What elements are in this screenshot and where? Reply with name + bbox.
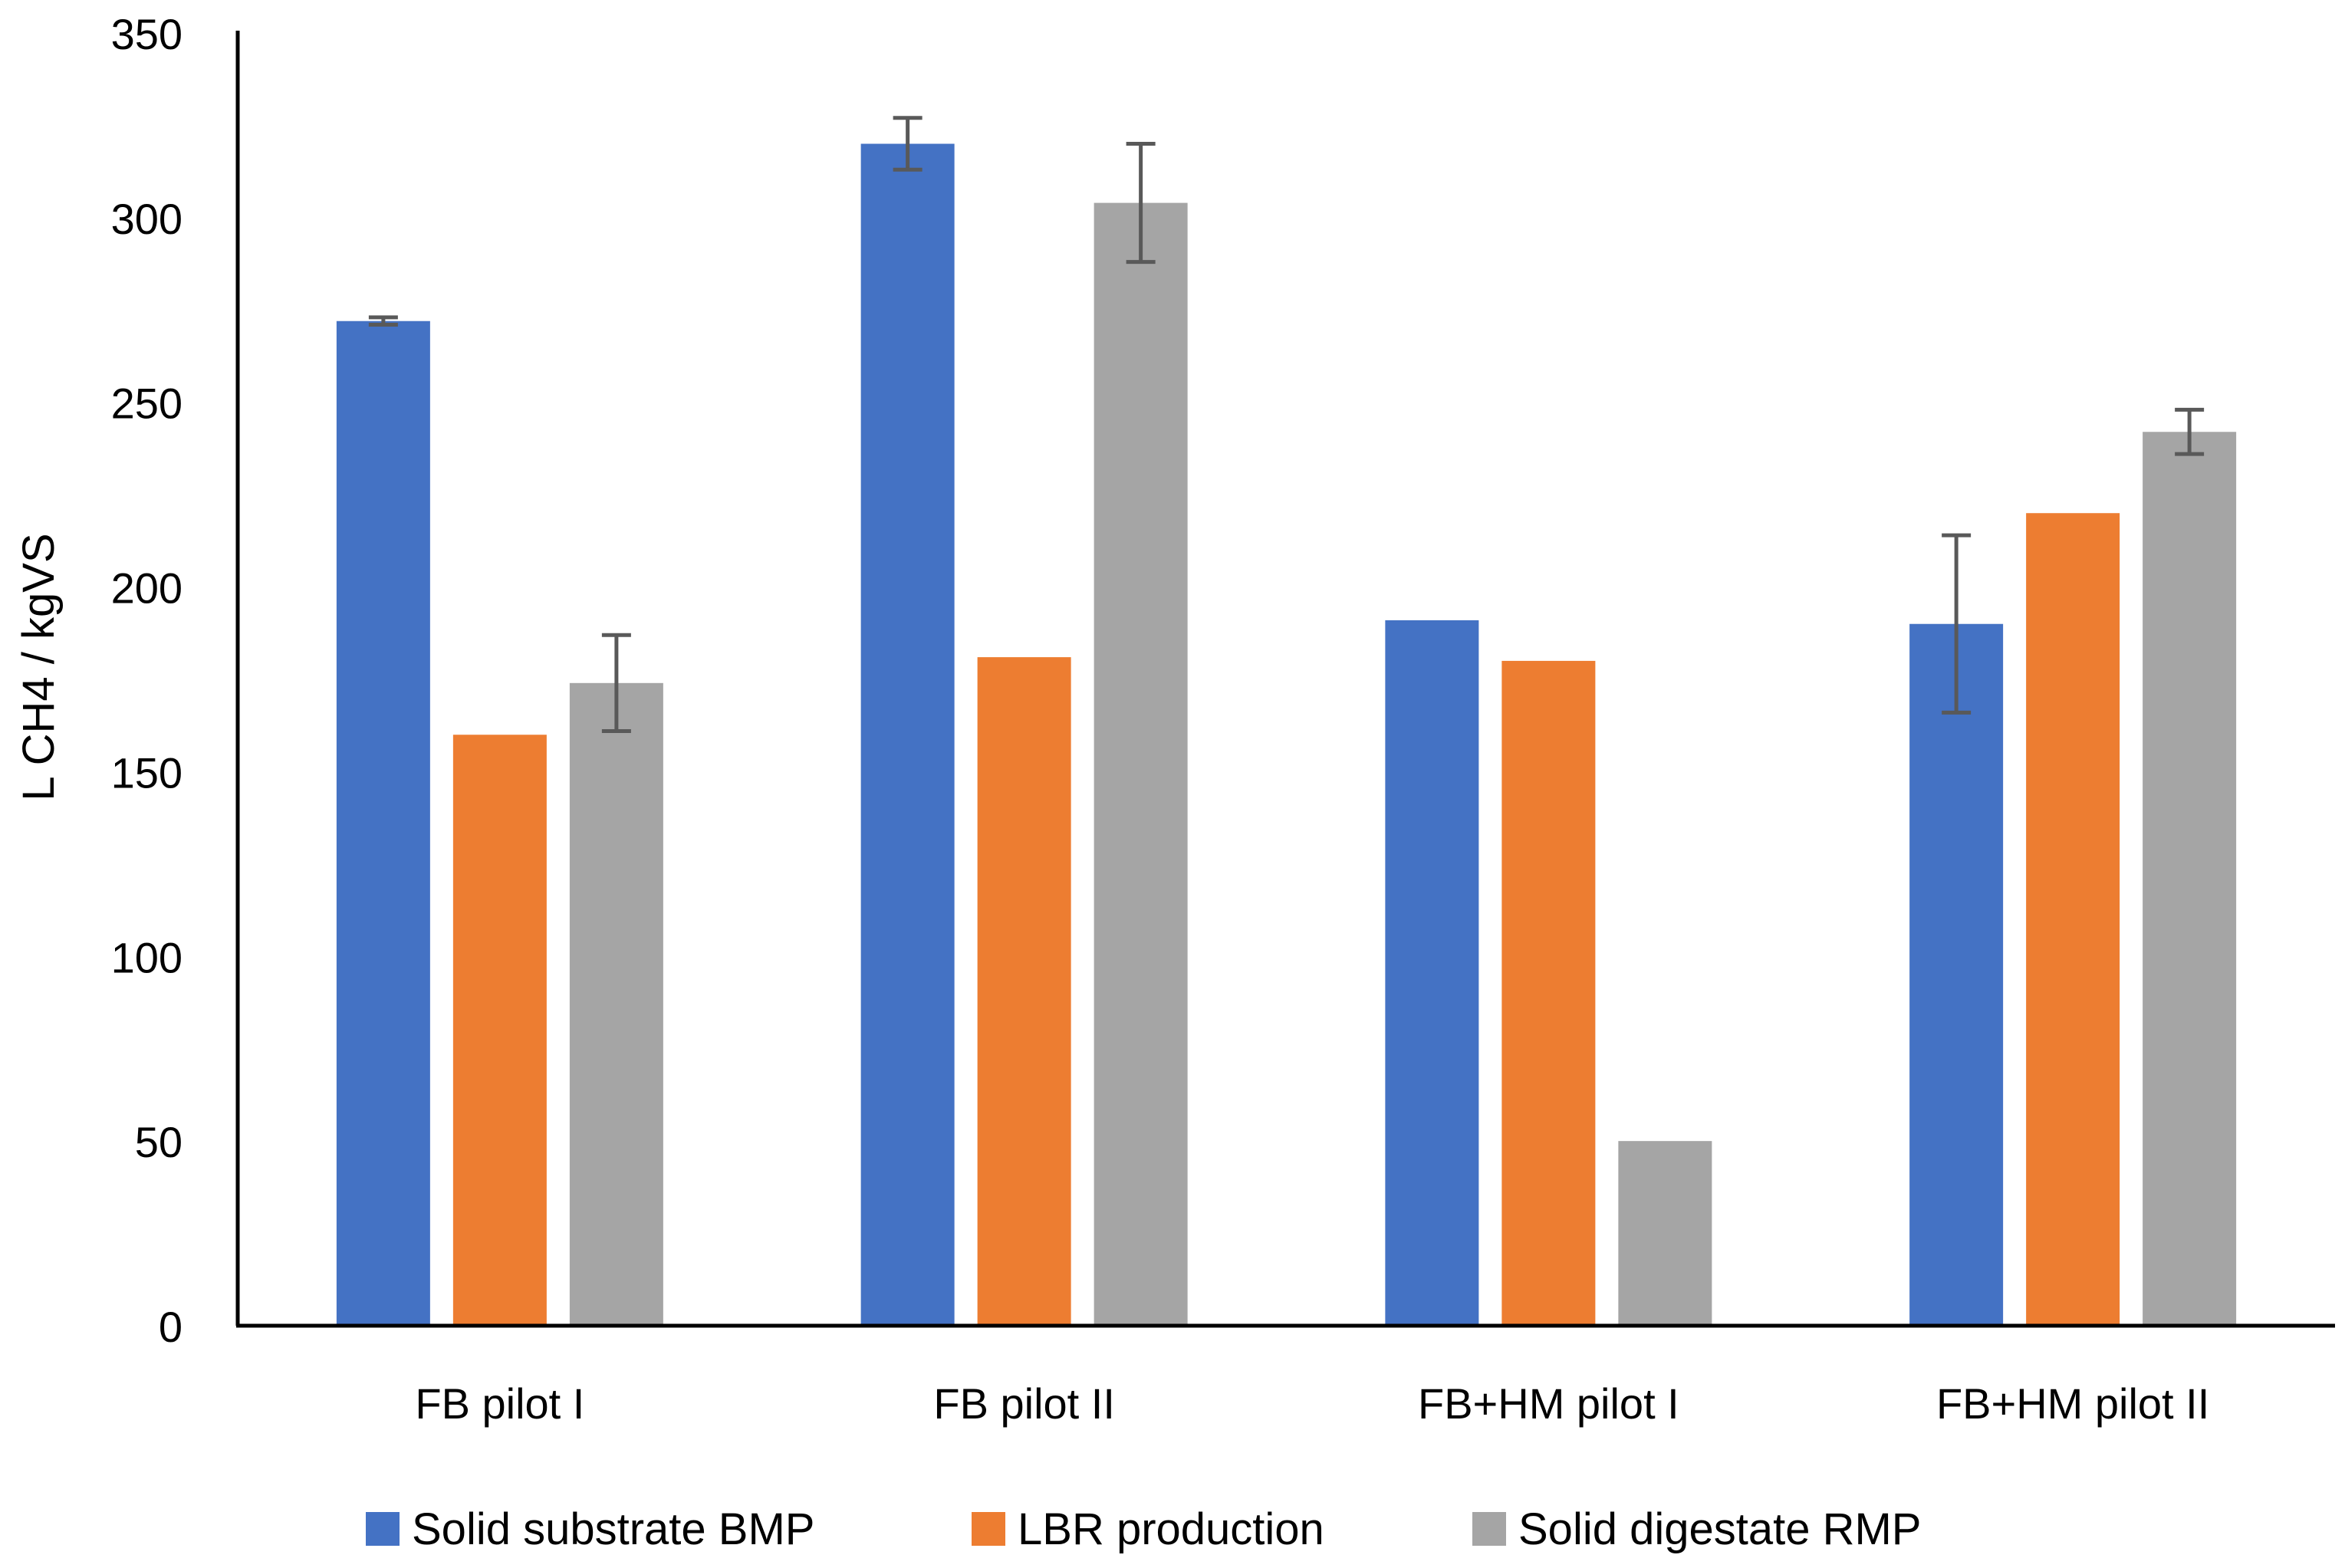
y-tick-label: 0: [159, 1303, 183, 1351]
legend-swatch: [366, 1512, 400, 1546]
y-tick-label: 300: [111, 195, 183, 243]
y-tick-label: 250: [111, 380, 183, 428]
legend-label: Solid substrate BMP: [412, 1504, 814, 1554]
y-tick-label: 200: [111, 564, 183, 613]
bar: [1909, 623, 2004, 1326]
legend-swatch: [1472, 1512, 1506, 1546]
bars-layer: [336, 143, 2237, 1326]
error-bars-layer: [368, 116, 2205, 733]
bar: [1618, 1141, 1712, 1326]
bar: [1094, 202, 1188, 1326]
bar: [1501, 660, 1596, 1326]
y-tick-label: 350: [111, 10, 183, 58]
y-tick-labels: 0 50 100 150 200 250 300 350: [111, 10, 183, 1351]
bar: [1385, 620, 1479, 1326]
bar: [569, 682, 663, 1326]
y-axis-label: L CH4 / kgVS: [14, 533, 64, 800]
bar: [336, 321, 430, 1326]
bar: [977, 657, 1071, 1326]
bar: [452, 735, 547, 1326]
y-tick-label: 100: [111, 933, 183, 981]
x-tick-label: FB+HM pilot II: [1936, 1379, 2209, 1428]
legend-label: Solid digestate RMP: [1518, 1504, 1921, 1554]
legend: Solid substrate BMP LBR production Solid d…: [366, 1504, 1921, 1554]
legend-swatch: [972, 1512, 1005, 1546]
bar: [860, 143, 955, 1326]
bar: [2026, 513, 2120, 1326]
x-tick-label: FB+HM pilot I: [1418, 1379, 1679, 1428]
axes-layer: [235, 31, 2335, 1328]
x-tick-labels: FB pilot I FB pilot II FB+HM pilot I FB+HM …: [415, 1379, 2209, 1428]
legend-label: LBR production: [1018, 1504, 1324, 1554]
y-tick-label: 150: [111, 748, 183, 797]
bar: [2143, 432, 2237, 1326]
x-tick-label: FB pilot II: [933, 1379, 1115, 1428]
y-tick-label: 50: [135, 1118, 183, 1166]
x-tick-label: FB pilot I: [415, 1379, 584, 1428]
